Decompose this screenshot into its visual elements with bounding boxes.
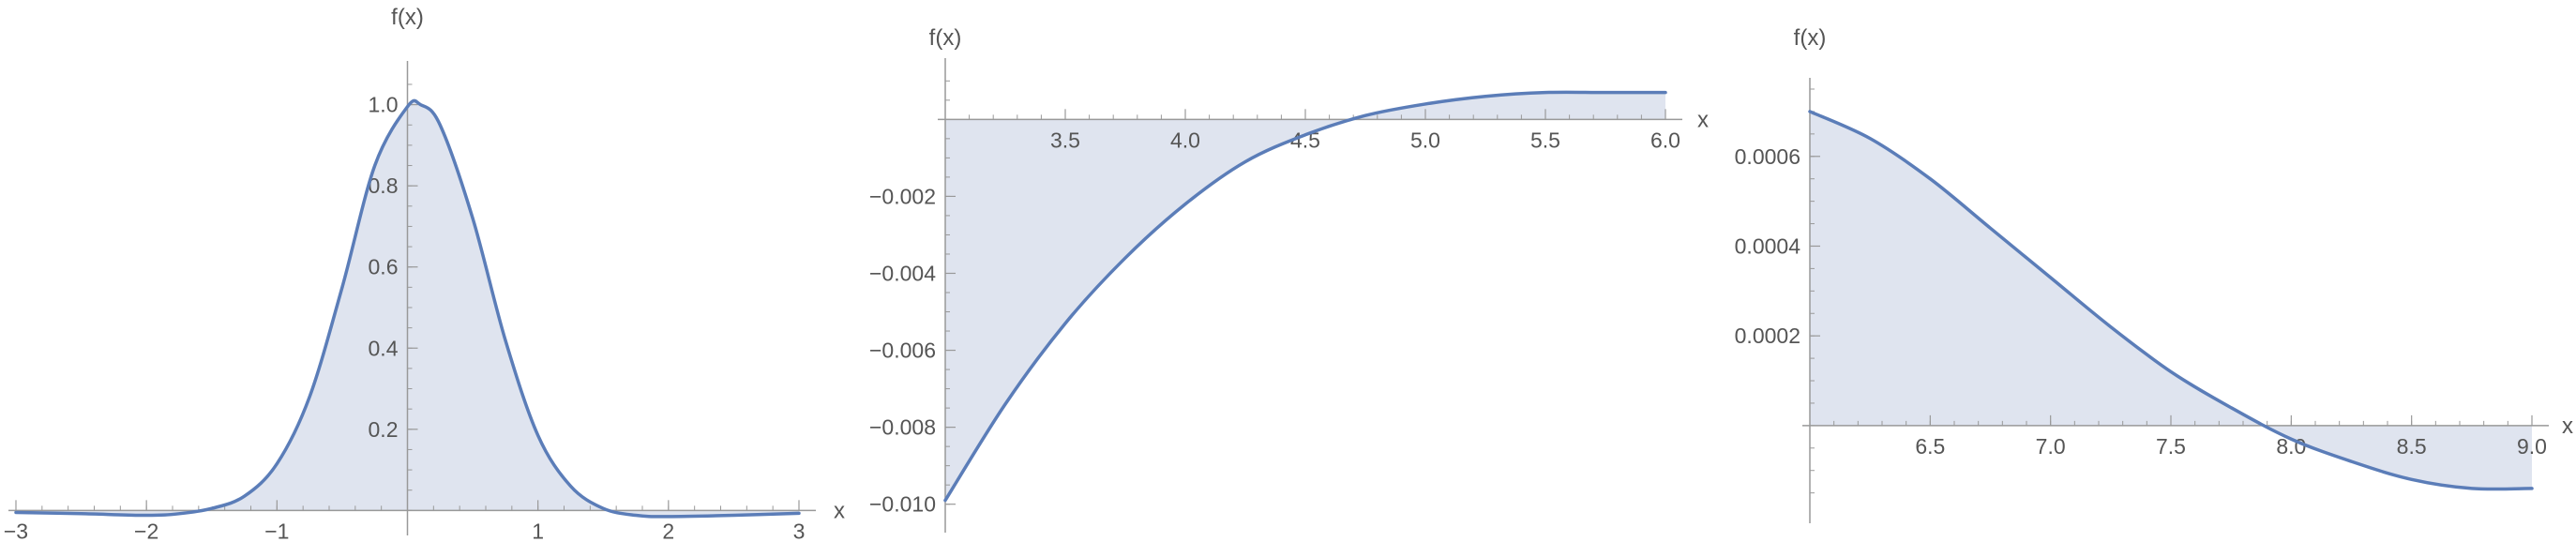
x-tick-label: 3.5 xyxy=(1050,128,1080,152)
y-tick-label: −0.008 xyxy=(869,415,936,440)
y-axis-title: f(x) xyxy=(1794,25,1827,51)
x-tick-label: 1 xyxy=(532,519,544,543)
x-axis-title: x xyxy=(2562,414,2573,439)
y-tick-label: 1.0 xyxy=(369,93,399,117)
y-tick-label: 0.8 xyxy=(369,173,399,198)
y-tick-label: −0.004 xyxy=(869,261,936,285)
panel-3: 6.5 7.0 7.5 8.0 8.5 9.00.00020.00040.0006xf(x… xyxy=(1735,25,2573,523)
x-axis-title: x xyxy=(834,498,845,523)
function-curve xyxy=(1808,110,2534,491)
function-curve xyxy=(943,90,1667,503)
area-fill xyxy=(945,92,1665,501)
y-axis-title: f(x) xyxy=(929,25,962,51)
x-tick-label: −3 xyxy=(4,519,28,543)
x-tick-label: 3 xyxy=(793,519,806,543)
y-tick-label: 0.0006 xyxy=(1735,144,1800,169)
y-tick-label: −0.006 xyxy=(869,339,936,363)
x-tick-label: 6.5 xyxy=(1915,434,1945,459)
x-tick-label: 7.5 xyxy=(2156,434,2186,459)
function-curve xyxy=(14,98,801,519)
y-axis-title: f(x) xyxy=(391,5,424,30)
x-tick-label: 6.0 xyxy=(1650,128,1680,152)
y-tick-label: 0.0004 xyxy=(1735,233,1801,258)
x-tick-label: 5.0 xyxy=(1410,128,1440,152)
x-tick-label: −1 xyxy=(264,519,289,543)
x-tick-label: 5.5 xyxy=(1530,128,1560,152)
x-tick-label: 2 xyxy=(662,519,674,543)
x-tick-label: 7.0 xyxy=(2036,434,2066,459)
area-fill xyxy=(1810,111,2532,489)
x-tick-label: 8.5 xyxy=(2397,434,2427,459)
x-axis-title: x xyxy=(1697,107,1709,132)
y-tick-label: −0.002 xyxy=(869,184,936,208)
x-tick-label: 4.0 xyxy=(1170,128,1200,152)
panel-1: −3 −2 −1 1 2 3 0.2 0.4 0.6 0.8 1.0 x f(x) xyxy=(4,5,845,543)
panel-2: 3.5 4.0 4.5 5.0 5.5 6.0−0.002−0.004−0.006−0.0… xyxy=(869,25,1709,533)
y-tick-label: 0.6 xyxy=(369,255,399,279)
x-tick-label: −2 xyxy=(134,519,158,543)
y-tick-label: 0.4 xyxy=(369,336,399,360)
y-tick-label: 0.0002 xyxy=(1735,324,1800,348)
x-tick-label: 9.0 xyxy=(2517,434,2547,459)
y-tick-label: −0.010 xyxy=(869,492,936,517)
y-tick-label: 0.2 xyxy=(369,417,399,442)
